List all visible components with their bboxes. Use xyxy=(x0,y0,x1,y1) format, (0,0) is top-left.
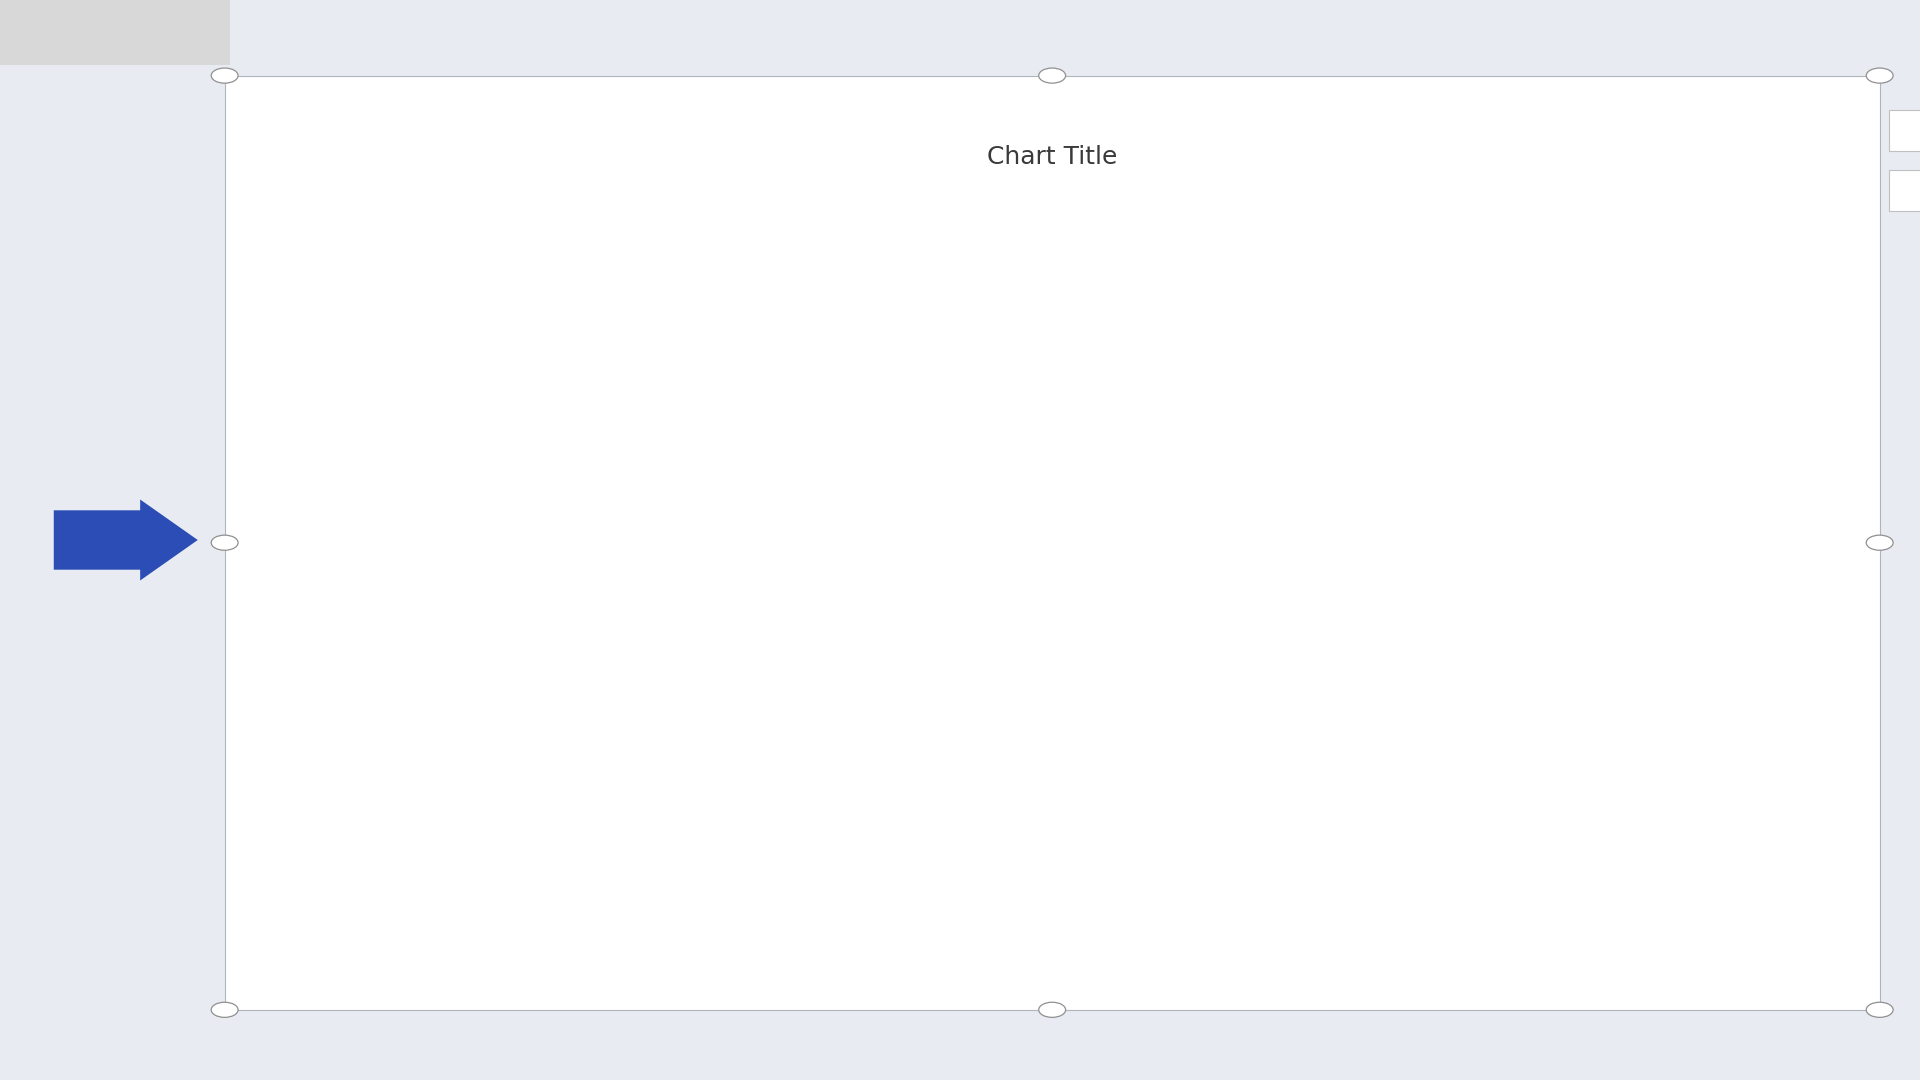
Text: Chart Title: Chart Title xyxy=(987,145,1117,168)
Bar xyxy=(808,201,1069,956)
Text: +: + xyxy=(1905,121,1920,140)
Text: ✏: ✏ xyxy=(1907,183,1920,198)
Bar xyxy=(1331,759,1594,956)
Bar xyxy=(1594,890,1855,956)
Bar xyxy=(1069,365,1331,956)
Bar xyxy=(284,529,545,956)
Bar xyxy=(545,431,808,956)
